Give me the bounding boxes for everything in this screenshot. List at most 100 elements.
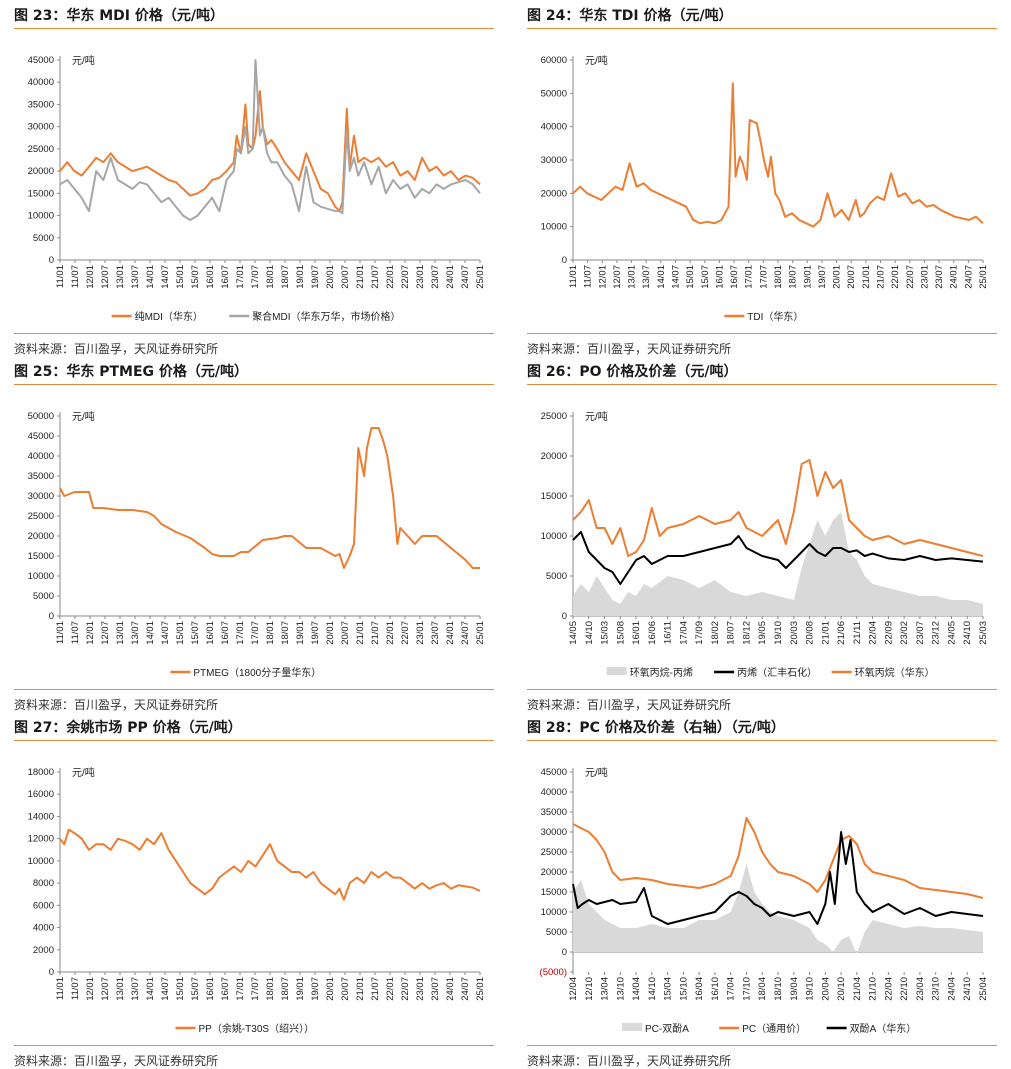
x-tick-label: 18/01: [265, 265, 276, 289]
source-rule: [527, 333, 997, 334]
series-line: [572, 82, 984, 228]
x-tick-label: 17/01: [235, 265, 246, 289]
unit-label: 元/吨: [585, 410, 608, 423]
x-tick-label: 24/07: [460, 621, 471, 645]
chart-panel-mdi: 图 23：华东 MDI 价格（元/吨） 元/吨 0 5000 10000 15000 20…: [14, 0, 494, 356]
x-tick-label: 16/07: [220, 265, 231, 289]
legend-label: 丙烯（汇丰石化）: [737, 666, 817, 679]
series-line: [572, 531, 984, 585]
x-tick-label: 16/11: [663, 621, 674, 644]
y-tick-label: 35000: [28, 99, 54, 110]
x-tick-label: 21/11: [852, 621, 863, 644]
y-tick-label: 30000: [541, 827, 567, 838]
x-tick-label: 21/01: [355, 977, 366, 1001]
source-rule: [527, 689, 997, 690]
source-note: 资料来源：百川盈孚，天风证券研究所: [527, 1054, 732, 1068]
panel-title: 图 26：PO 价格及价差（元/吨）: [527, 364, 738, 380]
x-tick-label: 18/07: [280, 621, 291, 645]
x-tick-label: 11/01: [55, 265, 66, 288]
x-tick-label: 15/03: [600, 621, 611, 645]
y-tick-label: 18000: [28, 767, 54, 778]
x-tick-label: 23/07: [430, 977, 441, 1001]
y-tick-label: 6000: [33, 900, 54, 911]
x-tick-label: 25/01: [475, 265, 486, 289]
x-tick-label: 22/09: [883, 621, 894, 645]
y-tick-label: 15000: [28, 551, 54, 562]
legend-label: PTMEG（1800分子量华东）: [193, 666, 321, 679]
x-tick-label: 23/01: [415, 977, 426, 1001]
x-tick-label: 17/04: [678, 621, 689, 645]
y-tick-label: 30000: [28, 491, 54, 502]
x-tick-label: 21/10: [868, 977, 879, 1001]
x-tick-label: 12/01: [85, 977, 96, 1001]
x-tick-label: 25/01: [475, 977, 486, 1001]
y-tick-label: 10000: [28, 571, 54, 582]
x-tick-label: 17/01: [744, 265, 755, 289]
x-tick-label: 19/10: [805, 977, 816, 1001]
x-tick-label: 21/07: [370, 265, 381, 289]
y-tick-label: 60000: [541, 55, 567, 66]
y-tick-label: 5000: [546, 571, 567, 582]
x-tick-label: 14/10: [584, 621, 595, 645]
chart-panel-po: 图 26：PO 价格及价差（元/吨） 元/吨 0 5000 10000 15000 200…: [527, 356, 997, 712]
chart-panel-pc: 图 28：PC 价格及价差（右轴）（元/吨） 元/吨 (5000) 0 5000 100…: [527, 712, 997, 1068]
x-tick-label: 23/10: [931, 977, 942, 1001]
x-tick-label: 14/07: [160, 265, 171, 289]
x-tick-label: 19/07: [310, 621, 321, 645]
chart-panel-tdi: 图 24：华东 TDI 价格（元/吨） 元/吨 0 10000 20000 30000 4…: [527, 0, 997, 356]
x-tick-label: 13/07: [130, 977, 141, 1001]
x-tick-label: 16/07: [220, 977, 231, 1001]
x-tick-label: 22/07: [905, 265, 916, 289]
x-tick-label: 24/01: [949, 265, 960, 289]
x-tick-label: 20/07: [340, 977, 351, 1001]
x-tick-label: 22/01: [890, 265, 901, 289]
x-tick-label: 25/01: [475, 621, 486, 645]
title-rule: [527, 740, 997, 741]
panel-title: 图 27：余姚市场 PP 价格（元/吨）: [14, 720, 242, 736]
title-rule: [527, 384, 997, 385]
x-tick-label: 11/07: [70, 977, 81, 1000]
mdi-price-chart: 元/吨 0 5000 10000 15000 20000 25000 30000 35000 40…: [28, 54, 486, 323]
y-tick-label: 25000: [541, 411, 567, 422]
x-tick-label: 13/01: [627, 265, 638, 289]
x-tick-label: 24/07: [963, 265, 974, 289]
y-tick-label: 5000: [33, 591, 54, 602]
x-tick-label: 18/10: [773, 977, 784, 1001]
x-tick-label: 23/01: [415, 621, 426, 645]
y-tick-label: 30000: [541, 155, 567, 166]
x-tick-label: 15/10: [678, 977, 689, 1001]
x-tick-label: 16/04: [694, 977, 705, 1001]
series-line: [59, 59, 481, 221]
series-line: [59, 427, 480, 569]
x-tick-label: 12/01: [85, 265, 96, 289]
title-rule: [14, 740, 494, 741]
x-tick-label: 14/07: [160, 621, 171, 645]
unit-label: 元/吨: [72, 410, 95, 423]
x-tick-label: 13/07: [641, 265, 652, 289]
x-tick-label: 18/01: [265, 977, 276, 1001]
x-tick-label: 22/07: [400, 977, 411, 1001]
x-tick-label: 12/10: [584, 977, 595, 1001]
y-tick-label: 14000: [28, 811, 54, 822]
chart-panel-ptmeg: 图 25：华东 PTMEG 价格（元/吨） 元/吨 0 5000 10000 15000…: [14, 356, 494, 712]
x-tick-label: 17/07: [250, 977, 261, 1001]
x-tick-label: 17/09: [694, 621, 705, 645]
source-note: 资料来源：百川盈孚，天风证券研究所: [527, 698, 732, 712]
y-tick-label: 4000: [33, 923, 54, 934]
y-tick-label: 10000: [541, 531, 567, 542]
x-tick-label: 24/05: [946, 621, 957, 645]
y-tick-label: 2000: [33, 945, 54, 956]
x-tick-label: 13/01: [115, 977, 126, 1001]
y-tick-label: 50000: [28, 411, 54, 422]
x-tick-label: 21/01: [820, 621, 831, 645]
x-tick-label: 21/07: [876, 265, 887, 289]
x-tick-label: 20/01: [325, 621, 336, 645]
x-tick-label: 14/01: [656, 265, 667, 289]
x-tick-label: 18/07: [788, 265, 799, 289]
x-tick-label: 25/04: [978, 977, 989, 1001]
x-tick-label: 17/07: [250, 621, 261, 645]
unit-label: 元/吨: [585, 54, 608, 67]
legend-label: PC（通用价）: [742, 1023, 806, 1035]
series-line: [572, 817, 984, 899]
x-tick-label: 16/01: [205, 621, 216, 645]
